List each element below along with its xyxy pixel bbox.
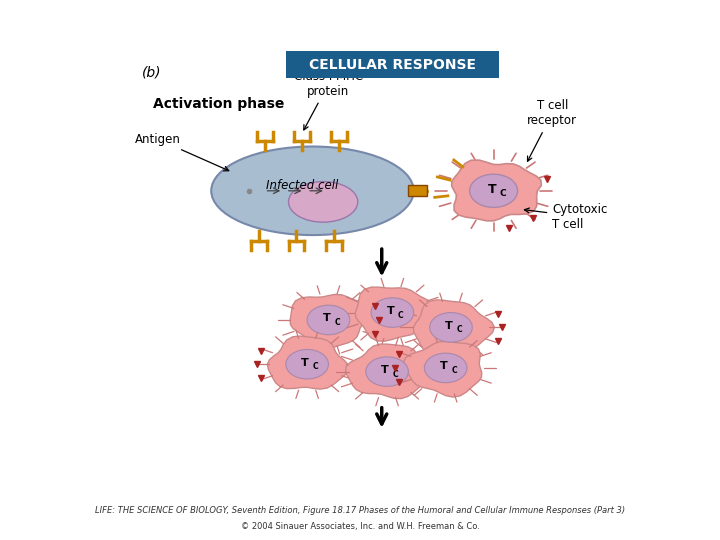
Text: (b): (b) <box>142 65 161 79</box>
Text: C: C <box>393 370 398 379</box>
Text: T: T <box>445 321 453 331</box>
Text: T: T <box>487 183 496 196</box>
Ellipse shape <box>289 181 358 222</box>
Text: C: C <box>456 326 462 334</box>
Ellipse shape <box>211 146 414 235</box>
Text: Figure 18.17 (b)  Phases of the Humoral and Cellular Immune Responses (Part 1): Figure 18.17 (b) Phases of the Humoral a… <box>7 11 570 24</box>
Polygon shape <box>413 300 495 354</box>
Polygon shape <box>267 336 348 389</box>
FancyBboxPatch shape <box>408 185 427 197</box>
Polygon shape <box>403 341 482 397</box>
Text: T cell
receptor: T cell receptor <box>527 99 577 161</box>
Text: C: C <box>334 318 340 327</box>
Polygon shape <box>356 287 436 341</box>
Text: CELLULAR RESPONSE: CELLULAR RESPONSE <box>309 58 476 72</box>
Polygon shape <box>290 294 369 349</box>
Text: Activation phase: Activation phase <box>153 97 284 111</box>
Circle shape <box>307 305 350 335</box>
Circle shape <box>469 174 518 207</box>
Polygon shape <box>451 160 541 221</box>
Text: LIFE: THE SCIENCE OF BIOLOGY, Seventh Edition, Figure 18.17 Phases of the Humora: LIFE: THE SCIENCE OF BIOLOGY, Seventh Ed… <box>95 506 625 515</box>
Text: C: C <box>313 362 318 372</box>
Text: T: T <box>323 314 330 323</box>
Text: Class I MHC
protein: Class I MHC protein <box>294 70 363 130</box>
Text: © 2004 Sinauer Associates, Inc. and W.H. Freeman & Co.: © 2004 Sinauer Associates, Inc. and W.H.… <box>240 522 480 531</box>
Circle shape <box>366 357 408 387</box>
Circle shape <box>430 313 472 342</box>
Text: C: C <box>451 366 457 375</box>
Text: T: T <box>387 306 394 316</box>
Circle shape <box>286 349 328 379</box>
Text: C: C <box>398 310 404 320</box>
FancyBboxPatch shape <box>286 51 499 78</box>
Text: Infected cell: Infected cell <box>266 179 338 192</box>
Text: C: C <box>500 189 507 198</box>
Text: T: T <box>301 358 309 368</box>
Polygon shape <box>346 344 426 399</box>
Text: T: T <box>440 361 447 372</box>
Circle shape <box>424 353 467 383</box>
Text: T: T <box>381 365 389 375</box>
Text: Cytotoxic
T cell: Cytotoxic T cell <box>524 202 608 231</box>
Circle shape <box>371 298 414 327</box>
Text: Antigen: Antigen <box>135 133 229 171</box>
